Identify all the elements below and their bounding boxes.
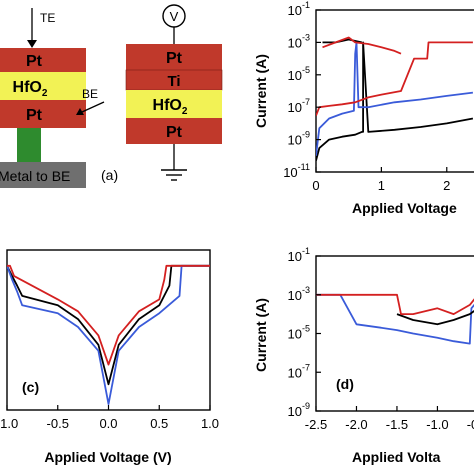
stack2-layer-ti: Ti <box>167 73 180 90</box>
ground-icon <box>161 169 187 181</box>
y-tick-label: 10-3 <box>288 285 310 303</box>
panel-d: 10-1 10-3 10-5 10-7 10-9 -2.5 -2.0 -1.5 -1.0 -0.… <box>253 246 474 465</box>
panel-b-ylabel: Current (A) <box>253 54 269 128</box>
panel-b-y-ticks: 10-1 10-3 10-5 10-7 10-9 10-11 <box>283 0 321 180</box>
panel-d-ylabel: Current (A) <box>253 298 269 372</box>
stack1-pt-top <box>0 48 86 72</box>
panel-c-xlabel: Applied Voltage (V) <box>44 449 171 465</box>
stack2-pt-top <box>126 44 222 70</box>
series-line-4 <box>322 38 362 44</box>
series-line-2 <box>396 309 474 326</box>
series-line-3 <box>316 41 473 117</box>
stack2-layer-pt-bottom: Pt <box>166 124 183 141</box>
panel-c-x-ticks: -1.0 -0.5 0.0 0.5 1.0 <box>0 405 219 431</box>
series-line-1 <box>316 293 474 345</box>
x-tick-label: 2 <box>443 178 450 193</box>
stack1-pt-bottom <box>0 100 86 128</box>
x-tick-label: 0.0 <box>99 416 117 431</box>
be-arrow-head <box>76 108 84 115</box>
series-line-3 <box>316 293 474 316</box>
x-tick-label: 0 <box>312 178 319 193</box>
panel-d-series <box>316 293 474 345</box>
stack1-layer-hfo2: HfO2 <box>13 79 48 99</box>
stack2-layer-hfo2: HfO2 <box>153 97 188 117</box>
stack2-pt-bottom <box>126 118 222 144</box>
y-tick-label: 10-9 <box>288 130 310 148</box>
x-tick-label: -1.0 <box>426 417 448 432</box>
series-line-2 <box>316 41 474 156</box>
panel-c-label: (c) <box>22 379 39 395</box>
x-tick-label: -0.5 <box>467 417 474 432</box>
y-tick-label: 10-11 <box>283 162 310 180</box>
x-tick-label: -1.5 <box>386 417 408 432</box>
be-arrow-line <box>81 101 105 113</box>
panel-d-x-ticks: -2.5 -2.0 -1.5 -1.0 -0.5 <box>305 406 474 432</box>
stack1-metal-pillar <box>17 128 41 162</box>
panel-d-label: (d) <box>336 376 354 392</box>
panel-b-xlabel: Applied Voltage <box>352 200 457 216</box>
series-line-5 <box>322 36 402 55</box>
y-tick-label: 10-1 <box>288 246 310 264</box>
series-line-1 <box>316 41 474 161</box>
y-tick-label: 10-1 <box>288 0 310 18</box>
y-tick-label: 10-7 <box>288 97 310 115</box>
x-tick-label: 1 <box>378 178 385 193</box>
te-label: TE <box>40 11 55 25</box>
y-tick-label: 10-3 <box>288 32 310 50</box>
panel-d-y-ticks: 10-1 10-3 10-5 10-7 10-9 <box>288 246 321 419</box>
y-tick-label: 10-7 <box>288 362 310 380</box>
series-line-2 <box>7 264 210 406</box>
panel-a: Pt HfO2 Pt Metal to BE TE BE Pt Ti HfO2 … <box>0 4 223 188</box>
x-tick-label: -2.0 <box>345 417 367 432</box>
y-tick-label: 10-5 <box>288 65 310 83</box>
stack1-hfo2 <box>0 72 86 100</box>
stack2-layer-pt-top: Pt <box>166 50 183 67</box>
x-tick-label: 1.0 <box>201 416 219 431</box>
series-line-3 <box>7 264 210 366</box>
y-tick-label: 10-9 <box>288 401 310 419</box>
panel-b: 10-1 10-3 10-5 10-7 10-9 10-11 0 1 2 Current (A… <box>253 0 474 216</box>
x-tick-label: -1.0 <box>0 416 18 431</box>
x-tick-label: -0.5 <box>47 416 69 431</box>
panel-b-frame <box>315 9 474 173</box>
panel-b-x-ticks: 0 1 2 <box>312 167 450 193</box>
stack1-layer-pt-top: Pt <box>26 53 43 70</box>
te-arrow-head <box>27 40 37 48</box>
panel-c: -1.0 -0.5 0.0 0.5 1.0 (c) Applied Voltage (V… <box>0 249 219 465</box>
stack2-hfo2 <box>126 90 222 118</box>
stack1-layer-pt-bottom: Pt <box>26 107 43 124</box>
stack1-base <box>0 162 86 188</box>
x-tick-label: -2.5 <box>305 417 327 432</box>
be-label: BE <box>82 87 98 101</box>
series-line-1 <box>7 264 210 386</box>
panel-a-label: (a) <box>101 167 118 183</box>
voltmeter-label: V <box>170 9 179 24</box>
panel-d-xlabel: Applied Volta <box>352 449 441 465</box>
panel-c-series <box>7 264 210 406</box>
stack1-base-label: Metal to BE <box>0 168 70 184</box>
y-tick-label: 10-5 <box>288 324 310 342</box>
panel-b-series <box>316 36 474 161</box>
x-tick-label: 0.5 <box>150 416 168 431</box>
